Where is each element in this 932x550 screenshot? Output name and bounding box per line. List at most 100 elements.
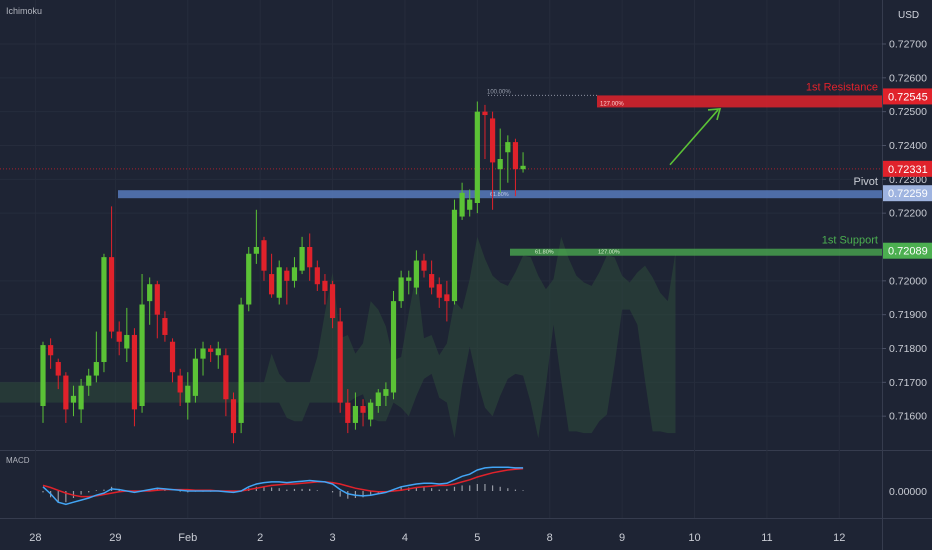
candle xyxy=(169,338,176,383)
candle-body xyxy=(261,240,267,271)
candle xyxy=(467,189,473,217)
candle xyxy=(322,274,328,305)
fib-label: 100.00% xyxy=(487,89,511,95)
candle-body xyxy=(352,406,359,423)
candle-body xyxy=(314,267,320,285)
candle-body xyxy=(139,304,145,407)
pivot-price-tag-box xyxy=(883,185,932,202)
price-tick-label: 0.72600 xyxy=(889,72,927,84)
candle-body xyxy=(497,159,503,170)
candle-body xyxy=(451,209,458,302)
candle-body xyxy=(322,280,328,291)
candle xyxy=(459,182,465,220)
candle-body xyxy=(459,192,465,217)
candle-body xyxy=(375,392,381,407)
candle xyxy=(101,253,107,373)
candle xyxy=(429,260,435,295)
candle-body xyxy=(360,406,366,413)
candlestick-series xyxy=(40,101,526,444)
time-tick-label: 10 xyxy=(688,532,700,544)
candle xyxy=(147,277,153,325)
candle xyxy=(86,368,92,396)
candle-body xyxy=(505,142,511,153)
price-axis[interactable]: 0.71600 0.71700 0.71800 0.71900 0.72000 0.722… xyxy=(882,38,932,498)
candle-body xyxy=(185,385,191,403)
candle xyxy=(139,274,145,413)
candle xyxy=(444,280,450,322)
candle-body xyxy=(93,362,99,376)
candle xyxy=(215,341,221,369)
candle-body xyxy=(230,399,237,434)
candle xyxy=(200,341,206,376)
candle-body xyxy=(200,348,206,359)
candle xyxy=(223,348,229,417)
candle xyxy=(253,209,259,264)
candle-body xyxy=(147,284,153,302)
time-tick-label: 28 xyxy=(29,532,41,544)
candle xyxy=(116,321,122,356)
candle xyxy=(390,290,397,400)
candle xyxy=(124,307,130,363)
candle xyxy=(230,392,237,444)
pivot-name: Pivot xyxy=(854,176,878,188)
candle-body xyxy=(116,331,122,342)
candle xyxy=(185,372,191,420)
candle xyxy=(208,345,214,363)
candle-body xyxy=(253,246,259,254)
candle-body xyxy=(406,277,412,281)
current-price-tag-box xyxy=(883,160,932,177)
currency-label[interactable]: USD xyxy=(898,10,919,21)
candle xyxy=(421,253,427,278)
candle-body xyxy=(299,246,305,271)
time-tick-label: 5 xyxy=(474,532,480,544)
price-tick-label: 0.71600 xyxy=(889,411,927,423)
price-levels: 1st Resistance Pivot 1st Support 100.00% 127… xyxy=(0,81,882,256)
time-tick-label: 29 xyxy=(109,532,121,544)
candle-body xyxy=(436,284,442,298)
price-tick-label: 0.71900 xyxy=(889,309,927,321)
time-tick-label: 11 xyxy=(761,532,772,544)
candle xyxy=(482,104,488,160)
candle-body xyxy=(329,284,336,319)
candle-body xyxy=(284,270,290,281)
candle-body xyxy=(276,267,282,298)
support-zone xyxy=(510,248,882,256)
resistance-price-tag-value: 0.72545 xyxy=(888,91,928,103)
candle-body xyxy=(154,284,160,315)
time-axis[interactable]: 28 29 Feb 2 3 4 5 8 9 10 11 12 xyxy=(29,532,845,544)
macd-main-line xyxy=(42,466,524,506)
price-tick-label: 0.72200 xyxy=(889,208,927,220)
time-tick-label: 9 xyxy=(619,532,625,544)
candle xyxy=(497,128,503,193)
candle xyxy=(375,389,381,413)
forecast-arrow-head xyxy=(707,108,722,121)
fib-label: 61.80% xyxy=(535,250,554,256)
fib-label: 127.00% xyxy=(600,101,624,107)
candle xyxy=(261,236,267,281)
candle xyxy=(284,267,290,305)
candle-body xyxy=(444,294,450,302)
candle-body xyxy=(429,274,435,288)
candle xyxy=(162,311,168,342)
candle xyxy=(291,257,298,288)
candle-body xyxy=(131,334,138,410)
candle-body xyxy=(383,389,389,396)
candle-body xyxy=(238,304,244,423)
candle-body xyxy=(40,345,46,407)
candle xyxy=(276,260,282,305)
candle-body xyxy=(345,402,351,423)
candle-body xyxy=(398,277,404,302)
candle-body xyxy=(337,321,343,403)
candle-body xyxy=(124,334,130,349)
candle-body xyxy=(192,358,198,396)
candle xyxy=(520,152,526,173)
candle-body xyxy=(512,142,519,170)
support-price-tag-value: 0.72089 xyxy=(888,246,928,258)
candle-body xyxy=(101,257,107,363)
price-tick-label: 0.72400 xyxy=(889,140,927,152)
candle xyxy=(360,399,366,427)
candle xyxy=(383,382,389,407)
candle xyxy=(70,385,77,417)
candle xyxy=(192,348,198,403)
